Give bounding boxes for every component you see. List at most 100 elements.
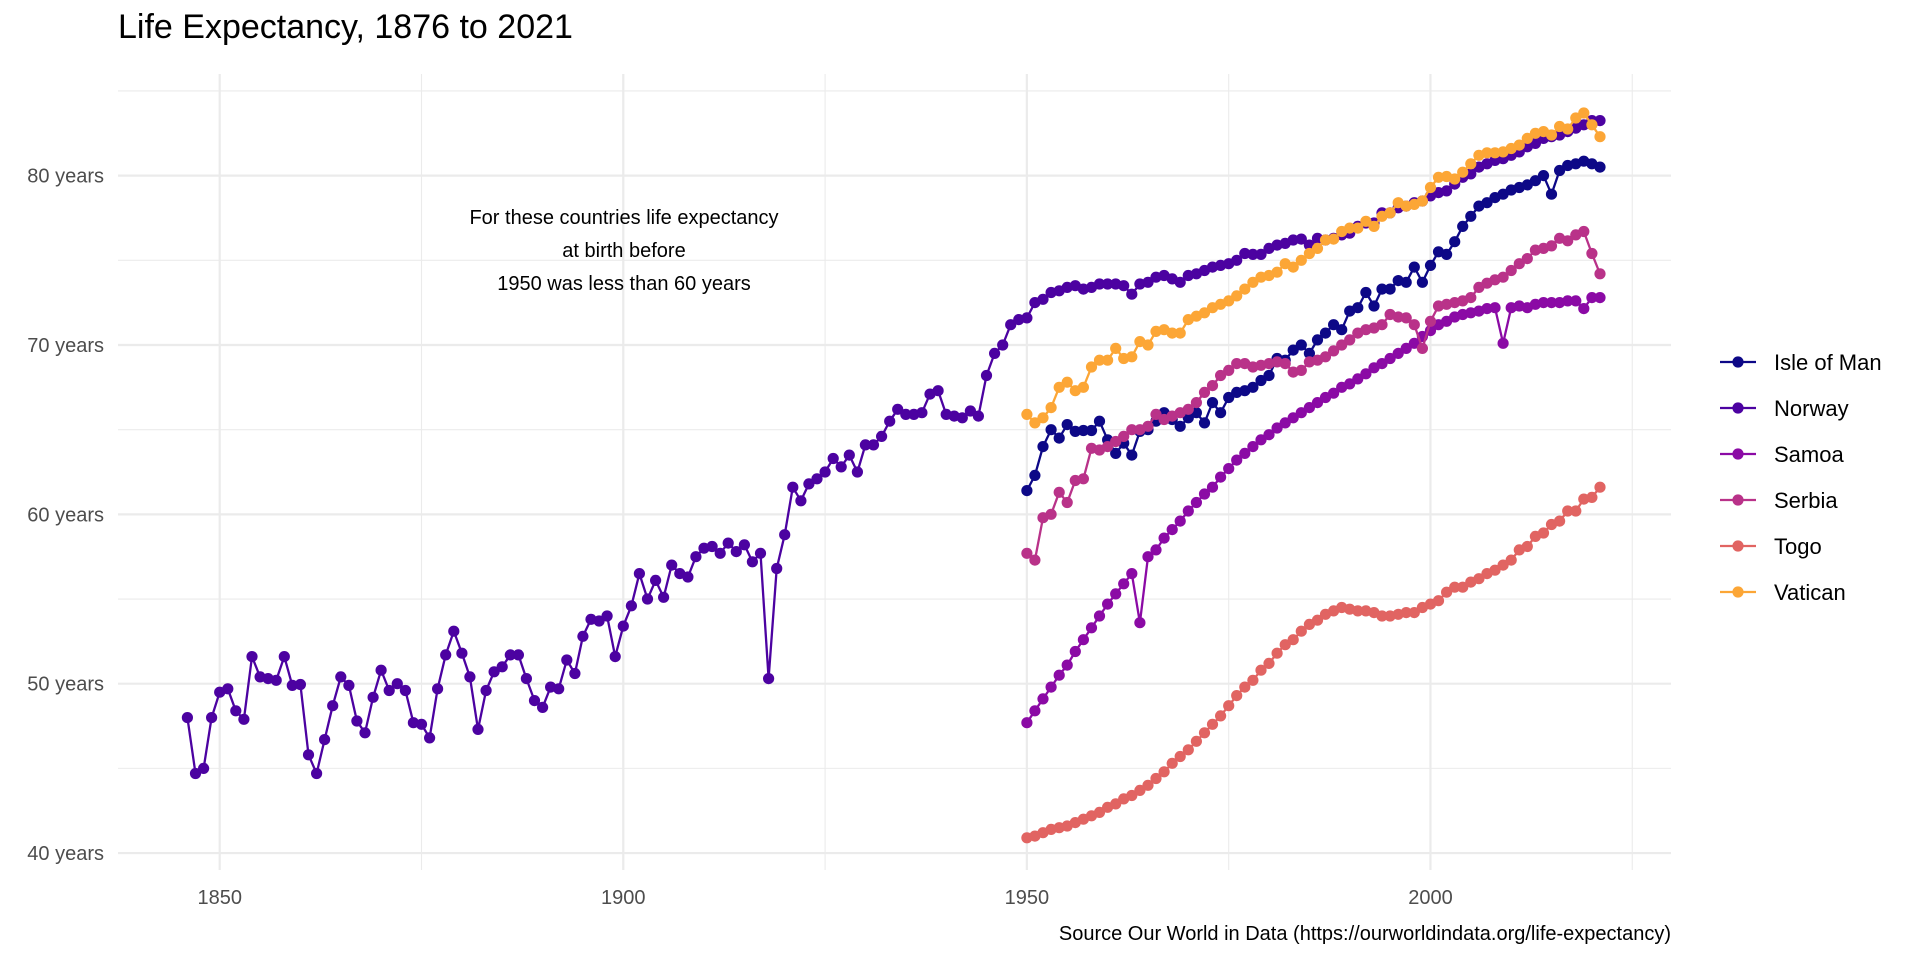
data-point-serbia xyxy=(1150,408,1162,420)
data-point-samoa xyxy=(1247,441,1259,453)
legend-item-vatican: Vatican xyxy=(1720,580,1846,605)
data-point-samoa xyxy=(1093,610,1106,622)
data-point-norway xyxy=(367,691,379,703)
data-point-isle-of-man xyxy=(1319,327,1332,339)
data-point-vatican xyxy=(1271,266,1283,278)
data-point-norway xyxy=(722,537,734,549)
data-point-norway xyxy=(222,683,234,695)
data-point-vatican xyxy=(1465,158,1477,170)
data-point-serbia xyxy=(1505,264,1517,277)
data-point-isle-of-man xyxy=(1545,188,1558,200)
data-point-vatican xyxy=(1481,147,1493,159)
data-point-togo xyxy=(1110,798,1122,810)
data-point-isle-of-man xyxy=(1368,300,1380,312)
data-point-norway xyxy=(682,571,694,583)
data-point-togo xyxy=(1562,505,1574,517)
data-point-norway xyxy=(690,551,702,563)
data-point-togo xyxy=(1489,564,1501,576)
data-point-isle-of-man xyxy=(1247,381,1259,393)
data-point-norway xyxy=(1255,248,1267,260)
data-point-samoa xyxy=(1311,397,1324,409)
data-point-togo xyxy=(1586,491,1598,503)
data-point-serbia xyxy=(1416,342,1428,354)
data-point-norway xyxy=(480,684,492,697)
legend-key-point xyxy=(1732,448,1744,460)
data-point-norway xyxy=(900,408,912,420)
data-point-norway xyxy=(916,407,928,419)
data-point-isle-of-man xyxy=(1554,164,1566,177)
data-point-samoa xyxy=(1158,532,1170,544)
data-point-norway xyxy=(359,727,371,739)
legend-label: Samoa xyxy=(1774,442,1844,467)
data-point-togo xyxy=(1190,735,1202,747)
data-point-norway xyxy=(181,712,193,724)
data-point-serbia xyxy=(1578,225,1590,238)
data-point-norway xyxy=(827,452,839,465)
data-point-samoa xyxy=(1594,292,1606,304)
data-point-norway xyxy=(343,679,355,692)
data-point-isle-of-man xyxy=(1045,424,1057,436)
data-point-serbia xyxy=(1182,403,1194,415)
data-point-serbia xyxy=(1061,496,1073,509)
data-point-norway xyxy=(488,666,500,678)
data-point-serbia xyxy=(1110,435,1122,448)
legend-item-samoa: Samoa xyxy=(1720,442,1844,467)
data-point-isle-of-man xyxy=(1449,236,1461,248)
data-point-vatican xyxy=(1570,112,1582,124)
x-tick-label: 2000 xyxy=(1408,887,1453,909)
data-point-togo xyxy=(1521,540,1533,553)
data-point-vatican xyxy=(1521,132,1533,144)
data-point-isle-of-man xyxy=(1287,344,1299,356)
data-point-norway xyxy=(391,678,403,690)
legend-item-serbia: Serbia xyxy=(1720,488,1838,513)
data-point-norway xyxy=(779,529,791,541)
data-point-samoa xyxy=(1239,447,1251,459)
data-point-vatican xyxy=(1110,342,1122,354)
data-point-norway xyxy=(351,715,363,727)
x-tick-label: 1900 xyxy=(601,887,646,909)
data-point-vatican xyxy=(1562,123,1574,135)
data-point-isle-of-man xyxy=(1465,210,1477,222)
data-point-norway xyxy=(867,439,880,451)
data-point-vatican xyxy=(1045,402,1057,414)
data-point-norway xyxy=(754,547,767,559)
data-point-vatican xyxy=(1239,283,1251,295)
data-point-norway xyxy=(561,654,573,666)
data-point-serbia xyxy=(1190,397,1202,409)
data-point-serbia xyxy=(1021,547,1033,559)
data-point-norway xyxy=(641,593,654,605)
data-point-vatican xyxy=(1166,327,1178,339)
data-point-samoa xyxy=(1255,434,1267,446)
data-point-vatican xyxy=(1432,171,1445,183)
data-point-isle-of-man xyxy=(1174,420,1186,432)
data-point-norway xyxy=(375,664,387,676)
data-point-togo xyxy=(1441,586,1453,598)
series-line-togo xyxy=(1026,486,1601,839)
data-point-isle-of-man xyxy=(1352,302,1364,314)
data-point-serbia xyxy=(1344,334,1356,346)
data-point-vatican xyxy=(1424,181,1437,194)
data-point-togo xyxy=(1554,515,1566,527)
data-point-norway xyxy=(432,683,444,695)
data-point-vatican xyxy=(1545,129,1558,141)
data-point-norway xyxy=(1093,278,1106,290)
data-point-norway xyxy=(189,767,202,780)
series-isle-of-man xyxy=(1021,155,1606,497)
data-point-togo xyxy=(1239,681,1251,693)
data-point-isle-of-man xyxy=(1303,347,1315,359)
data-point-togo xyxy=(1537,527,1550,539)
data-point-isle-of-man xyxy=(1085,424,1098,437)
data-point-samoa xyxy=(1085,622,1098,634)
data-point-togo xyxy=(1231,690,1243,702)
data-point-togo xyxy=(1166,757,1178,769)
data-point-togo xyxy=(1093,806,1106,819)
data-point-norway xyxy=(440,649,452,661)
data-point-samoa xyxy=(1174,515,1186,527)
data-point-samoa xyxy=(1586,292,1598,304)
data-point-isle-of-man xyxy=(1360,286,1372,299)
data-point-norway xyxy=(496,661,508,673)
data-point-samoa xyxy=(1408,337,1420,349)
data-point-isle-of-man xyxy=(1029,469,1041,481)
data-point-vatican xyxy=(1126,351,1138,363)
data-point-norway xyxy=(787,481,799,493)
